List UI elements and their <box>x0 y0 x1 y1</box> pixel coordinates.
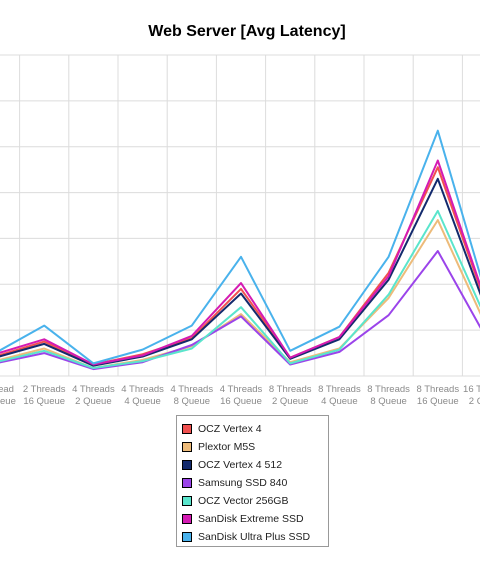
legend-swatch <box>182 424 192 434</box>
legend-item: OCZ Vertex 4 512 <box>182 458 282 472</box>
legend-label: Samsung SSD 840 <box>198 477 288 489</box>
legend-item: OCZ Vertex 4 <box>182 422 262 436</box>
legend-swatch <box>182 478 192 488</box>
series-line-6 <box>0 129 480 365</box>
legend-swatch <box>182 460 192 470</box>
legend-label: OCZ Vertex 4 <box>198 423 262 435</box>
legend-label: SanDisk Ultra Plus SSD <box>198 531 311 543</box>
x-tick-label: 8 Threads 16 Queue <box>416 384 459 407</box>
chart-title: Web Server [Avg Latency] <box>148 23 345 40</box>
legend-item: Samsung SSD 840 <box>182 476 287 490</box>
x-tick-label: 4 Threads 8 Queue <box>170 384 213 407</box>
series-line-3 <box>0 250 480 371</box>
series-line-4 <box>0 209 480 369</box>
series-line-2 <box>0 177 480 367</box>
legend-item: OCZ Vector 256GB <box>182 494 288 508</box>
x-tick-label: 4 Threads 16 Queue <box>220 384 263 407</box>
legend-swatch <box>182 496 192 506</box>
series-lines <box>0 129 480 371</box>
x-tick-label: 4 Threads 4 Queue <box>121 384 164 407</box>
legend-swatch <box>182 442 192 452</box>
x-tick-label: 8 Threads 4 Queue <box>318 384 361 407</box>
legend-swatch <box>182 514 192 524</box>
legend-label: SanDisk Extreme SSD <box>198 513 304 525</box>
x-tick-label: 1 Thread16 Queue <box>0 384 16 407</box>
x-tick-label: 4 Threads 2 Queue <box>72 384 115 407</box>
legend-item: SanDisk Ultra Plus SSD <box>182 530 310 544</box>
legend-swatch <box>182 532 192 542</box>
legend-label: OCZ Vector 256GB <box>198 495 289 507</box>
x-tick-label: 2 Threads 16 Queue <box>23 384 66 407</box>
x-tick-label: 8 Threads 2 Queue <box>269 384 312 407</box>
legend-item: SanDisk Extreme SSD <box>182 512 304 526</box>
legend: OCZ Vertex 4 Plextor M5S OCZ Vertex 4 512 S… <box>176 415 329 547</box>
x-tick-label: 8 Threads 8 Queue <box>367 384 410 407</box>
legend-label: OCZ Vertex 4 512 <box>198 459 283 471</box>
legend-label: Plextor M5S <box>198 441 256 453</box>
series-line-5 <box>0 159 480 366</box>
legend-item: Plextor M5S <box>182 440 255 454</box>
gridlines <box>0 54 480 377</box>
